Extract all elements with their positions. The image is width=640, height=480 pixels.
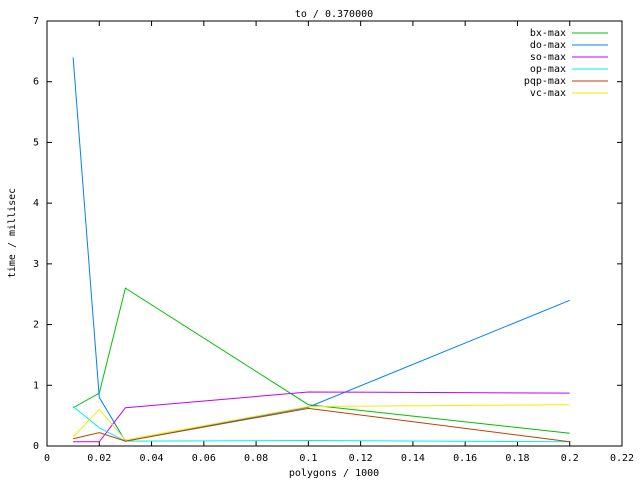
legend-label: pqp-max	[524, 76, 566, 87]
x-tick-label: 0.08	[244, 453, 268, 464]
x-tick-label: 0.04	[139, 453, 163, 464]
y-tick-label: 0	[33, 441, 39, 452]
y-tick-label: 7	[33, 16, 39, 27]
x-tick-label: 0	[44, 453, 50, 464]
y-tick-label: 5	[33, 137, 39, 148]
x-tick-label: 0.06	[192, 453, 216, 464]
x-axis-label: polygons / 1000	[289, 468, 379, 479]
series-line	[72, 287, 570, 434]
series-line	[73, 407, 570, 443]
x-tick-label: 0.02	[87, 453, 111, 464]
y-axis-label: time / millisec	[7, 188, 18, 278]
y-tick-label: 4	[33, 198, 39, 209]
x-tick-label: 0.2	[561, 453, 579, 464]
legend-label: so-max	[530, 52, 566, 63]
y-tick-label: 2	[33, 320, 39, 331]
x-tick-label: 0.22	[610, 453, 634, 464]
chart-title: to / 0.370000	[295, 9, 373, 20]
x-tick-label: 0.12	[349, 453, 373, 464]
legend-label: op-max	[530, 64, 566, 75]
x-tick-label: 0.18	[505, 453, 529, 464]
y-tick-label: 3	[33, 259, 39, 270]
legend-label: vc-max	[530, 88, 566, 99]
series-line	[72, 404, 570, 441]
legend-label: bx-max	[530, 28, 566, 39]
legend-label: do-max	[530, 40, 566, 51]
x-tick-label: 0.14	[401, 453, 425, 464]
x-tick-label: 0.16	[453, 453, 477, 464]
y-tick-label: 1	[33, 380, 39, 391]
series-line	[72, 406, 570, 443]
series-line	[73, 391, 570, 443]
y-tick-label: 6	[33, 77, 39, 88]
series-line	[72, 57, 570, 442]
plot-border	[46, 20, 623, 447]
x-tick-label: 0.1	[299, 453, 317, 464]
